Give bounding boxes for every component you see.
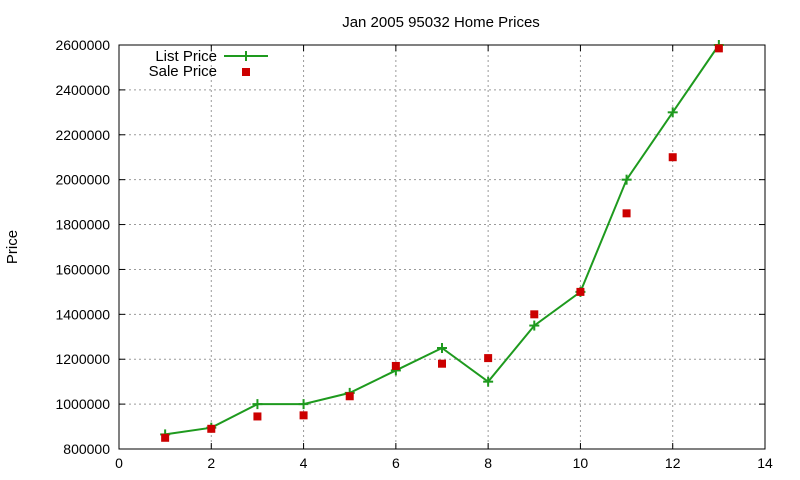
sale-price-point bbox=[484, 354, 493, 363]
sale-price-point bbox=[530, 310, 539, 319]
legend-marker-sale-price bbox=[242, 68, 250, 76]
y-tick-label: 2400000 bbox=[55, 82, 110, 98]
legend-label-list-price: List Price bbox=[155, 48, 217, 65]
x-tick-label: 10 bbox=[573, 455, 589, 471]
list-price-point bbox=[621, 174, 632, 185]
y-tick-label: 1800000 bbox=[55, 217, 110, 233]
sale-price-point bbox=[253, 412, 262, 421]
series-layer bbox=[160, 40, 724, 442]
y-tick-labels: 800000 1000000 1200000 1400000 1600000 180000… bbox=[55, 37, 110, 457]
x-tick-labels: 0 2 4 6 8 10 12 14 bbox=[115, 455, 773, 471]
legend: List Price Sale Price bbox=[149, 48, 268, 80]
y-tick-label: 2000000 bbox=[55, 172, 110, 188]
sale-price-point bbox=[345, 392, 354, 401]
legend-marker-list-price bbox=[241, 51, 251, 61]
sale-price-point bbox=[668, 153, 677, 162]
y-tick-label: 1400000 bbox=[55, 306, 110, 322]
y-tick-label: 1200000 bbox=[55, 351, 110, 367]
y-tick-label: 1600000 bbox=[55, 261, 110, 277]
x-tick-label: 14 bbox=[757, 455, 773, 471]
y-axis-label: Price bbox=[4, 230, 21, 264]
sale-price-point bbox=[714, 44, 723, 53]
x-tick-label: 8 bbox=[484, 455, 492, 471]
y-tick-label: 2200000 bbox=[55, 127, 110, 143]
x-tick-label: 0 bbox=[115, 455, 123, 471]
x-tick-label: 12 bbox=[665, 455, 681, 471]
list-price-point bbox=[298, 399, 309, 410]
axes-layer bbox=[118, 44, 766, 450]
sale-price-point bbox=[391, 361, 400, 370]
x-tick-label: 2 bbox=[207, 455, 215, 471]
list-price-point bbox=[483, 376, 494, 387]
sale-price-point bbox=[161, 433, 170, 442]
sale-price-point bbox=[576, 287, 585, 296]
sale-price-point bbox=[207, 424, 216, 433]
x-tick-label: 4 bbox=[300, 455, 308, 471]
y-tick-label: 1000000 bbox=[55, 396, 110, 412]
series-line-list-price bbox=[164, 44, 720, 436]
list-price-point bbox=[437, 343, 447, 353]
y-tick-label: 2600000 bbox=[55, 37, 110, 53]
sale-price-point bbox=[299, 411, 308, 420]
sale-price-point bbox=[622, 209, 631, 218]
plot-frame bbox=[118, 44, 766, 450]
sale-price-point bbox=[438, 359, 446, 368]
y-tick-label: 800000 bbox=[63, 441, 110, 457]
legend-label-sale-price: Sale Price bbox=[149, 63, 217, 80]
list-price-point bbox=[667, 107, 678, 118]
x-tick-label: 6 bbox=[392, 455, 400, 471]
chart-title: Jan 2005 95032 Home Prices bbox=[342, 14, 540, 31]
list-price-point bbox=[252, 399, 263, 410]
grid-layer bbox=[119, 45, 765, 449]
list-price-point bbox=[529, 320, 540, 331]
